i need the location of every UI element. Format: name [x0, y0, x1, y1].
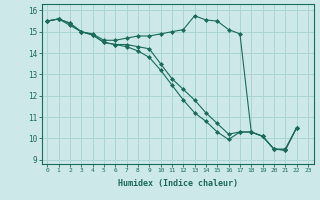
- X-axis label: Humidex (Indice chaleur): Humidex (Indice chaleur): [118, 179, 237, 188]
